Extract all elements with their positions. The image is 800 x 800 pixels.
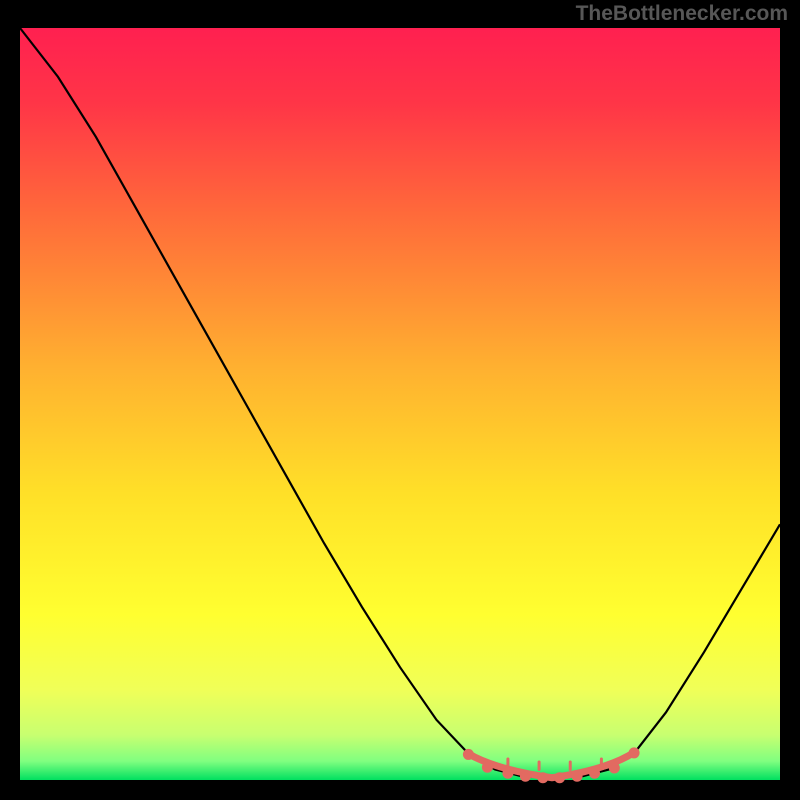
optimal-range-dot bbox=[629, 747, 640, 758]
watermark-text: TheBottlenecker.com bbox=[576, 2, 788, 26]
optimal-range-dot bbox=[520, 771, 531, 782]
optimal-range-dot bbox=[482, 762, 493, 773]
optimal-range-dot bbox=[502, 768, 513, 779]
optimal-range-dot bbox=[463, 749, 474, 760]
curve-layer bbox=[20, 28, 780, 780]
chart-container: TheBottlenecker.com bbox=[0, 0, 800, 800]
bottleneck-curve bbox=[20, 28, 780, 778]
optimal-range-dot bbox=[537, 772, 548, 783]
optimal-range-dot bbox=[572, 771, 583, 782]
plot-area bbox=[20, 28, 780, 780]
optimal-range-dot bbox=[609, 762, 620, 773]
optimal-range-dot bbox=[589, 768, 600, 779]
optimal-range-dot bbox=[554, 772, 565, 783]
